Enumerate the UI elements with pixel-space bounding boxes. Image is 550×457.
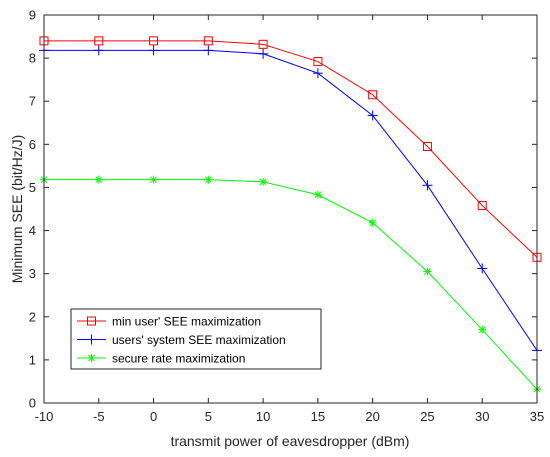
series-3-point-d2	[259, 178, 267, 186]
series-1-point-shape	[203, 36, 213, 46]
x-tick-label: -5	[93, 409, 105, 424]
series-2-point	[258, 48, 269, 59]
series-3-point-d2	[150, 176, 157, 184]
series-1-point	[477, 201, 487, 211]
series-2-point	[477, 263, 488, 274]
x-axis-label: transmit power of eavesdropper (dBm)	[171, 433, 410, 449]
y-tick-label: 7	[29, 94, 36, 109]
series-3-point	[259, 177, 268, 186]
series-2-point	[422, 180, 433, 191]
legend-marker	[87, 316, 96, 326]
y-tick-label: 6	[29, 137, 36, 152]
series-3	[40, 175, 541, 394]
x-tick-label: 10	[256, 409, 270, 424]
series-2-point	[312, 68, 323, 79]
series-3-point-d2	[369, 219, 377, 227]
series-layer	[39, 36, 542, 394]
series-2-point	[148, 45, 159, 56]
legend-label: users' system SEE maximization	[112, 333, 286, 347]
series-1-point-shape	[149, 36, 159, 46]
x-tick-label: -10	[35, 409, 54, 424]
y-tick-label: 9	[29, 8, 36, 23]
x-tick-label: 25	[420, 409, 434, 424]
series-3-point-d2	[478, 326, 486, 334]
legend-items: min user' SEE maximization users' system …	[77, 315, 286, 366]
series-3-line	[44, 179, 538, 390]
series-1-point	[422, 141, 432, 151]
legend-marker-shape	[87, 316, 96, 326]
series-3-point	[313, 190, 322, 199]
y-tick-label: 0	[29, 396, 36, 411]
series-2-point	[93, 45, 104, 56]
legend-marker	[87, 354, 96, 362]
legend: min user' SEE maximization users' system …	[70, 308, 322, 370]
series-3-point	[478, 325, 487, 334]
legend-item-2: users' system SEE maximization	[77, 333, 286, 347]
legend-box	[70, 308, 322, 370]
legend-item-1: min user' SEE maximization	[77, 315, 261, 329]
series-3-point	[94, 175, 103, 184]
y-tick-label: 4	[29, 223, 36, 238]
x-tick-label: 35	[530, 409, 544, 424]
x-tick-label: 15	[311, 409, 325, 424]
series-3-point-d2	[204, 176, 212, 184]
series-2-line	[44, 49, 538, 351]
y-tick-label: 1	[29, 352, 36, 367]
y-tick-label: 5	[29, 180, 36, 195]
series-2-point	[203, 45, 214, 56]
x-tick-label: 30	[475, 409, 489, 424]
series-1-point-shape	[258, 39, 268, 49]
series-3-point-d2	[424, 268, 431, 275]
y-tick-label: 2	[29, 309, 36, 324]
plot-frame	[43, 14, 538, 404]
series-3-point	[423, 267, 432, 276]
series-1-line	[44, 40, 538, 258]
x-tick-label: 0	[150, 409, 157, 424]
series-1-point	[149, 36, 159, 46]
series-1-point	[258, 39, 268, 49]
series-3-point	[204, 175, 213, 184]
y-tick-label: 3	[29, 266, 36, 281]
series-3-point	[368, 218, 377, 227]
series-1-point	[313, 57, 323, 67]
y-axis-label: Minimum SEE (bit/Hz/J)	[9, 135, 25, 284]
legend-label: min user' SEE maximization	[112, 315, 261, 329]
series-3-point-d2	[95, 176, 103, 184]
series-1-point-shape	[422, 141, 432, 151]
legend-item-3: secure rate maximization	[77, 352, 245, 366]
series-1-point-shape	[94, 36, 104, 46]
series-3-point-d2	[314, 191, 322, 199]
x-tick-label: 20	[365, 409, 379, 424]
series-1-point-shape	[313, 57, 323, 67]
series-1-point-shape	[368, 90, 378, 100]
series-1-point	[368, 90, 378, 100]
y-tick-label: 8	[29, 51, 36, 66]
legend-marker-d2	[88, 354, 95, 362]
x-tick-label: 5	[205, 409, 212, 424]
series-2-point	[367, 110, 378, 121]
series-1-point-shape	[477, 201, 487, 211]
legend-label: secure rate maximization	[112, 352, 245, 366]
series-1-point	[203, 36, 213, 46]
tick-layer: -10 -5 0 5 10 15 20 25 30 35 0 1 2 3 4 5 6 7 8 9	[29, 8, 544, 425]
series-3-point	[149, 175, 158, 184]
series-1-point	[94, 36, 104, 46]
legend-marker	[86, 334, 97, 345]
